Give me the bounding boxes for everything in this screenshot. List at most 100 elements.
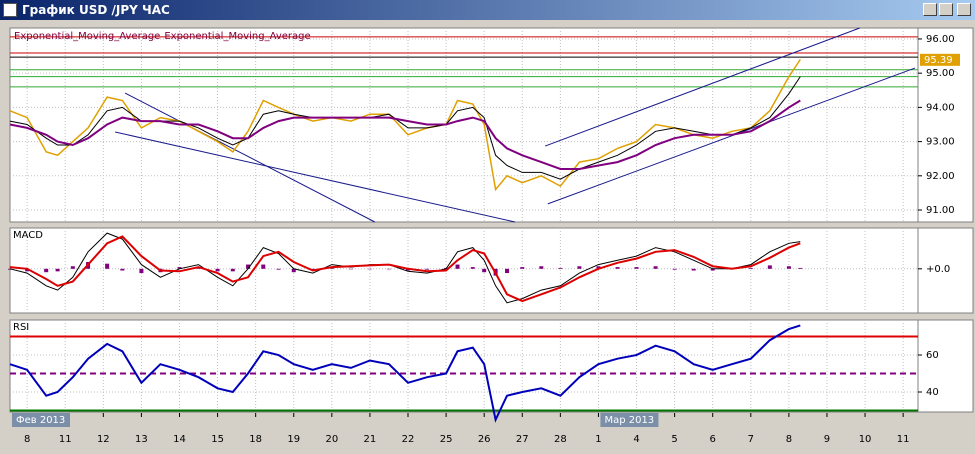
y-tick-label: 94.00 (926, 102, 955, 113)
histogram-bar (139, 268, 144, 274)
x-tick-label: 5 (671, 434, 677, 445)
x-tick-label: 7 (748, 434, 754, 445)
minimize-button[interactable] (923, 3, 937, 16)
histogram-bar (215, 268, 220, 272)
maximize-button[interactable] (939, 3, 953, 16)
series-line (9, 59, 801, 192)
histogram-bar (653, 266, 658, 269)
y-tick-label: 60 (926, 350, 939, 361)
x-tick-label: 25 (440, 434, 453, 445)
histogram-bar (120, 268, 125, 271)
title-bar: График USD /JPY ЧАС (0, 0, 975, 20)
window-icon (3, 3, 17, 17)
y-tick-label: 93.00 (926, 137, 955, 148)
histogram-bar (615, 267, 620, 269)
panel (9, 27, 919, 223)
date-badge (600, 413, 659, 427)
series-line (9, 76, 801, 180)
y-tick-label: +0.0 (926, 264, 950, 275)
x-tick-label: 19 (287, 434, 300, 445)
histogram-bar (672, 268, 677, 270)
x-tick-label: 4 (633, 434, 639, 445)
histogram-bar (44, 268, 49, 273)
legend-entry: Exponential_Moving_Average (164, 31, 310, 42)
panel (9, 227, 919, 314)
histogram-bar (634, 267, 639, 269)
x-tick-label: 8 (786, 434, 792, 445)
x-tick-label: 11 (59, 434, 72, 445)
histogram-bar (70, 266, 75, 269)
trend-line (115, 131, 516, 223)
price-axis (917, 319, 974, 413)
histogram-bar (367, 268, 372, 270)
histogram-bar (105, 263, 110, 269)
histogram-bar (25, 268, 30, 272)
histogram-bar (261, 264, 266, 269)
x-axis-strip (0, 413, 975, 454)
histogram-bar (246, 264, 251, 269)
histogram-bar (520, 267, 525, 269)
histogram-bar (177, 267, 182, 269)
histogram-bar (710, 268, 715, 271)
x-tick-label: 21 (364, 434, 377, 445)
histogram-bar (748, 267, 753, 269)
x-tick-label: 28 (554, 434, 567, 445)
x-tick-label: 6 (710, 434, 716, 445)
histogram-bar (291, 268, 296, 273)
x-tick-label: 11 (897, 434, 910, 445)
histogram-bar (348, 268, 353, 270)
series-line (9, 99, 801, 170)
histogram-bar (470, 267, 475, 269)
x-tick-label: 18 (249, 434, 262, 445)
histogram-bar (455, 264, 460, 269)
last-price-label: 95.39 (924, 55, 953, 66)
histogram-bar (55, 268, 60, 272)
histogram-bar (276, 268, 281, 270)
x-tick-label: 15 (211, 434, 224, 445)
y-tick-label: 96.00 (926, 34, 955, 45)
date-badge (12, 413, 70, 427)
last-price-box (920, 53, 960, 66)
histogram-bar (425, 268, 430, 270)
histogram-bar (386, 268, 391, 270)
histogram-bar (577, 266, 582, 269)
histogram-bar (230, 268, 235, 272)
series-line (9, 232, 801, 304)
date-badge-label: Фев 2013 (16, 415, 65, 426)
x-tick-label: 27 (516, 434, 529, 445)
histogram-bar (691, 268, 696, 271)
y-tick-label: 91.00 (926, 205, 955, 216)
y-tick-label: 95.00 (926, 68, 955, 79)
x-tick-label: 20 (325, 434, 338, 445)
histogram-bar (786, 266, 791, 269)
series-line (9, 324, 801, 423)
series-line (9, 235, 801, 303)
x-tick-label: 1 (595, 434, 601, 445)
close-button[interactable] (957, 3, 971, 16)
x-tick-label: 10 (859, 434, 872, 445)
histogram-bar (558, 267, 563, 269)
histogram-bar (505, 268, 510, 274)
trend-line (547, 67, 916, 205)
panel-title: RSI (13, 322, 29, 333)
panel (9, 319, 919, 413)
x-tick-label: 13 (135, 434, 148, 445)
x-tick-label: 9 (824, 434, 830, 445)
trend-line (544, 27, 860, 147)
panel-title: MACD (13, 230, 43, 241)
trend-line (124, 92, 376, 223)
legend-entry: Exponential_Moving_Average (14, 31, 160, 42)
date-badge-label: Мар 2013 (604, 415, 654, 426)
histogram-bar (596, 266, 601, 269)
x-tick-label: 26 (478, 434, 491, 445)
y-tick-label: 92.00 (926, 171, 955, 182)
x-tick-label: 22 (402, 434, 415, 445)
x-tick-label: 12 (97, 434, 110, 445)
chart-area: 91.00 92.00 93.00 94.00 95.00 96.00 95.39 Expon… (0, 27, 975, 454)
histogram-bar (767, 265, 772, 269)
histogram-bar (539, 266, 544, 269)
price-axis (917, 227, 974, 314)
x-tick-label: 8 (24, 434, 30, 445)
y-tick-label: 40 (926, 387, 939, 398)
